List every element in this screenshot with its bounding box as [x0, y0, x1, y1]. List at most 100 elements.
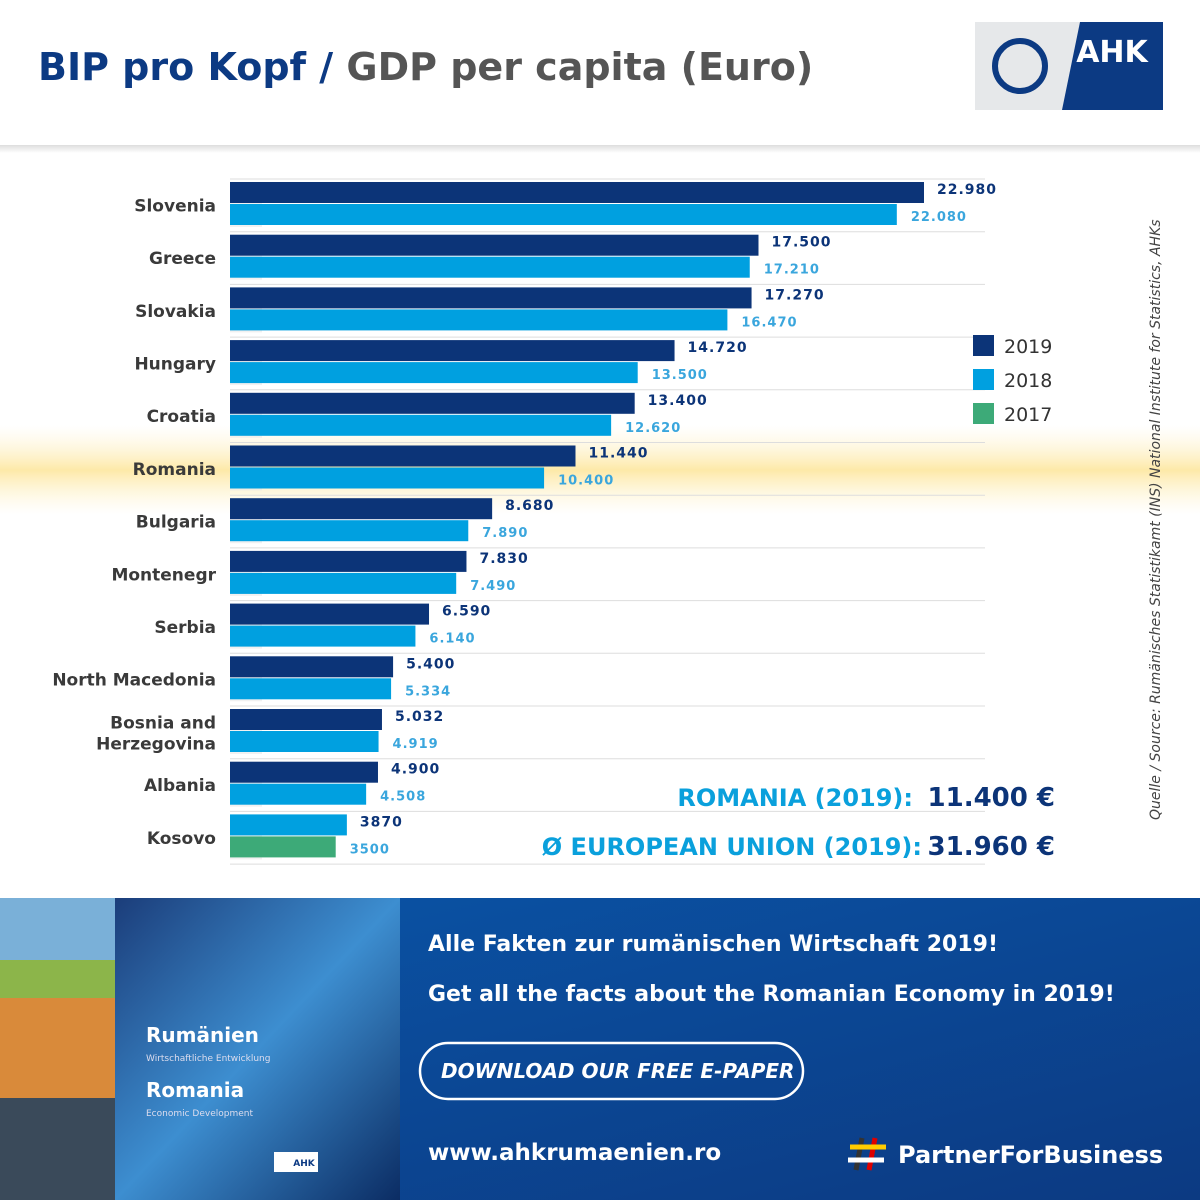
- value-label: 22.980: [937, 182, 997, 198]
- category-line: Bosnia and: [110, 713, 216, 733]
- bar: [230, 256, 750, 278]
- bar: [230, 678, 392, 700]
- value-label: 13.400: [648, 393, 708, 409]
- value-label: 17.500: [772, 235, 832, 251]
- cover: [115, 898, 400, 1200]
- photo-field: [0, 960, 115, 998]
- category-label: Kosovo: [147, 829, 216, 849]
- cover-subtitle: Wirtschaftliche Entwicklung: [146, 1054, 270, 1064]
- summary-value: 11.400 €: [928, 783, 1055, 813]
- value-label: 7.490: [470, 579, 516, 594]
- bar: [230, 362, 638, 384]
- legend-label: 2017: [1004, 404, 1052, 426]
- value-label: 12.620: [625, 421, 681, 436]
- value-label: 5.400: [406, 656, 455, 672]
- title-en: GDP per capita (Euro): [346, 45, 813, 89]
- cover-subtitle: Economic Development: [146, 1109, 253, 1119]
- category-label: Croatia: [147, 407, 216, 427]
- category-label: Slovenia: [134, 196, 216, 216]
- summary-label: Ø EUROPEAN UNION (2019):: [542, 833, 922, 861]
- logo-text: AHK: [1076, 35, 1149, 70]
- category-label: Hungary: [134, 354, 216, 374]
- legend-label: 2018: [1004, 370, 1052, 392]
- source: Quelle / Source: Rumänisches Statistikam…: [1148, 219, 1164, 820]
- bar: [230, 498, 493, 520]
- category-label: Romania: [133, 460, 216, 480]
- category-label: North Macedonia: [52, 671, 216, 691]
- value-label: 17.210: [764, 263, 820, 278]
- summary-value: 31.960 €: [928, 832, 1055, 862]
- title: BIP pro Kopf / GDP per capita (Euro): [38, 45, 813, 89]
- value-label: 7.830: [479, 551, 528, 567]
- category-line: Herzegovina: [96, 734, 216, 754]
- value-label: 22.080: [911, 210, 967, 225]
- value-label: 6.140: [429, 632, 475, 647]
- value-label: 4.919: [393, 737, 439, 752]
- value-label: 17.270: [765, 287, 825, 303]
- bar: [230, 603, 430, 625]
- value-label: 10.400: [558, 474, 614, 489]
- cover-title: Romania: [146, 1078, 244, 1102]
- banner-line: Alle Fakten zur rumänischen Wirtschaft 2…: [428, 932, 998, 957]
- category-label: Serbia: [154, 618, 216, 638]
- bar: [230, 783, 367, 805]
- bar: [230, 761, 378, 783]
- bar: [230, 414, 612, 436]
- hashtag: PartnerForBusiness: [898, 1141, 1163, 1169]
- value-label: 4.508: [380, 790, 426, 805]
- bar: [230, 520, 469, 542]
- header-shadow: [0, 145, 1200, 153]
- legend-swatch: [973, 369, 994, 390]
- cover-logo-box: [274, 1152, 318, 1172]
- photo-port: [0, 998, 115, 1098]
- category-label: Greece: [149, 249, 216, 269]
- banner-line: Get all the facts about the Romanian Eco…: [428, 982, 1115, 1007]
- value-label: 5.032: [395, 709, 444, 725]
- photo-car: [0, 1098, 115, 1200]
- bar: [230, 392, 635, 414]
- bar: [230, 731, 379, 752]
- url[interactable]: www.ahkrumaenien.ro: [428, 1140, 721, 1166]
- bar: [230, 709, 382, 730]
- bar: [230, 234, 759, 256]
- bar: [230, 836, 336, 858]
- legend-swatch: [973, 403, 994, 424]
- legend-label: 2019: [1004, 336, 1052, 358]
- bar: [230, 445, 576, 467]
- logo-ring: [992, 38, 1048, 94]
- value-label: 5.334: [405, 684, 451, 699]
- bar: [230, 340, 675, 362]
- category-label: Montenegr: [111, 565, 216, 585]
- value-label: 11.440: [588, 446, 648, 462]
- value-label: 4.900: [391, 762, 440, 778]
- bar: [230, 550, 467, 572]
- logo-blue: [1062, 22, 1163, 110]
- category-label: Albania: [144, 776, 216, 796]
- value-label: 3500: [350, 842, 390, 857]
- value-label: 7.890: [482, 526, 528, 541]
- value-label: 13.500: [652, 368, 708, 383]
- legend-swatch: [973, 335, 994, 356]
- cover-logo: AHK: [293, 1159, 315, 1169]
- bar: [230, 204, 897, 225]
- value-label: 16.470: [741, 315, 797, 330]
- hash-icon: [848, 1137, 886, 1171]
- download-button[interactable]: [418, 1041, 805, 1101]
- category-label: Bulgaria: [136, 513, 216, 533]
- category-label: Bosnia and Herzegovina: [96, 713, 216, 754]
- download-button-label[interactable]: DOWNLOAD OUR FREE E-PAPER: [441, 1059, 794, 1083]
- bar: [230, 656, 394, 678]
- bar: [230, 625, 416, 647]
- bar: [230, 182, 924, 203]
- chart: Slovenia 22.980 22.080 Greece 17.500 17.210 Sl…: [52, 178, 1052, 865]
- title-de: BIP pro Kopf /: [38, 45, 333, 89]
- summary-label: ROMANIA (2019):: [677, 784, 913, 812]
- highlight-band: [0, 425, 1200, 515]
- value-label: 6.590: [442, 604, 491, 620]
- bar: [230, 572, 457, 594]
- value-label: 3870: [360, 814, 403, 830]
- value-label: 14.720: [688, 340, 748, 356]
- bar: [230, 467, 545, 489]
- value-label: 8.680: [505, 498, 554, 514]
